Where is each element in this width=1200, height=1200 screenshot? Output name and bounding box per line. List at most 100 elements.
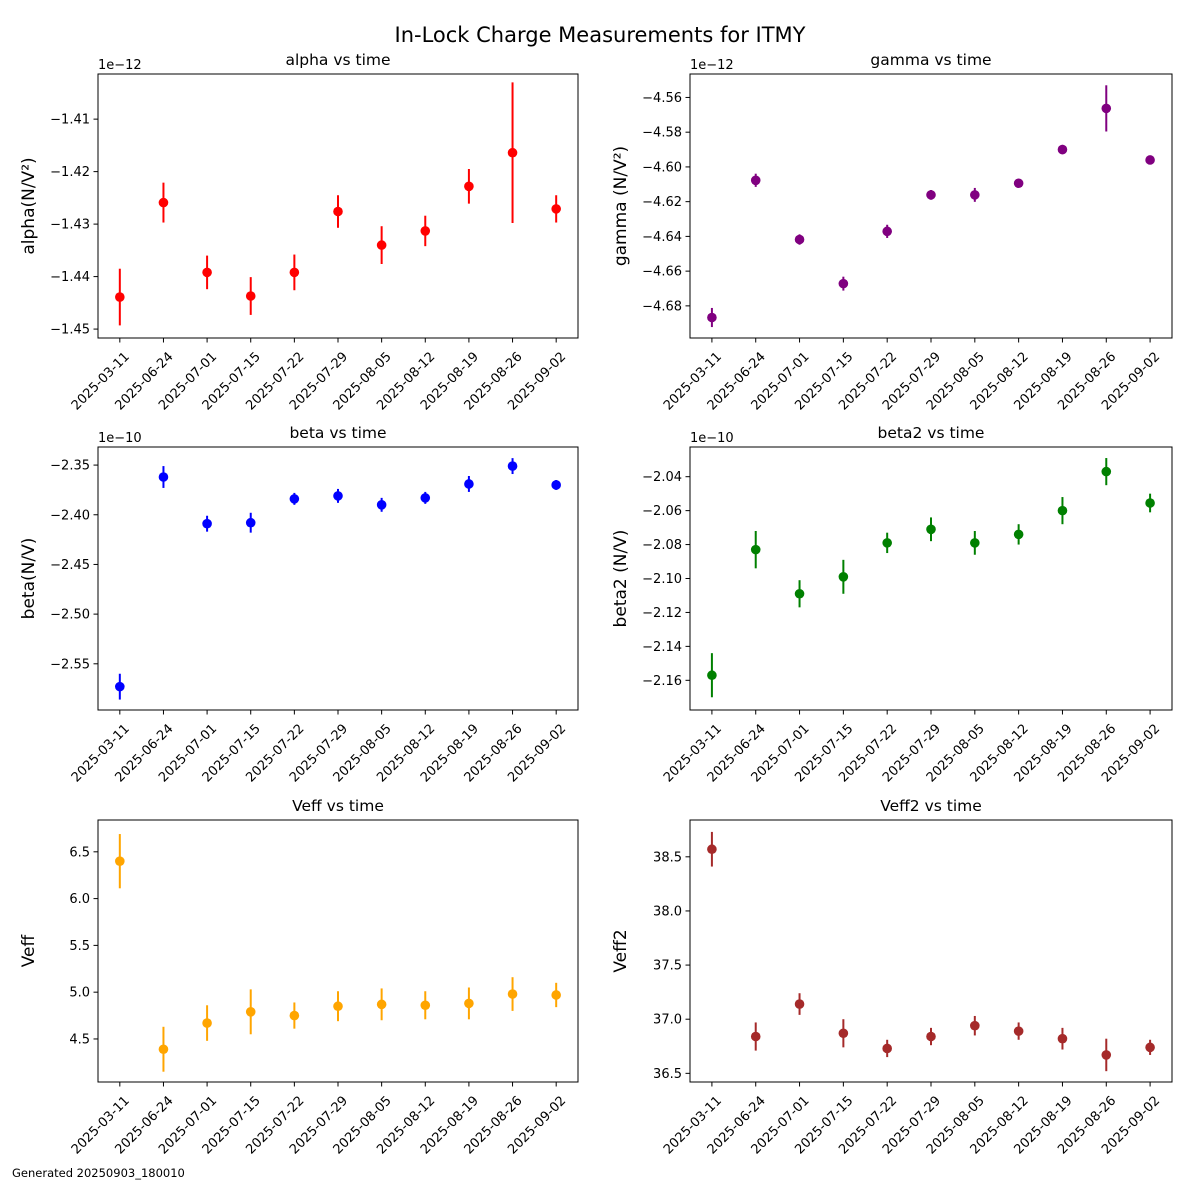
subplot-grid: alpha vs time 1e−12 alpha(N/V²) −1.45 −1.44 −… xyxy=(19,51,1173,1157)
data-point xyxy=(202,518,212,529)
y-tick-label: 38.5 xyxy=(653,850,682,865)
y-tick-label: −2.08 xyxy=(642,538,682,553)
data-point xyxy=(464,479,474,489)
generated-footer: Generated 20250903_180010 xyxy=(12,1166,185,1180)
data-point xyxy=(420,226,431,236)
subplot-3: beta vs time 1e−10 beta(N/V) −2.55 −2.50 −2.4… xyxy=(19,424,579,785)
y-axis-label: beta(N/V) xyxy=(19,538,39,620)
data-point xyxy=(464,998,474,1009)
y-axis-label: Veff2 xyxy=(611,929,631,972)
data-point xyxy=(333,1001,343,1012)
data-point xyxy=(333,206,343,217)
y-tick-label: 5.5 xyxy=(69,939,90,954)
data-point xyxy=(507,147,518,158)
data-point xyxy=(420,493,431,503)
y-tick-label: −4.56 xyxy=(642,91,682,106)
y-tick-label: 5.0 xyxy=(69,986,90,1001)
y-tick-label: −4.58 xyxy=(642,126,682,141)
data-point xyxy=(1057,1033,1068,1044)
y-tick-label: 4.5 xyxy=(69,1032,90,1047)
data-point xyxy=(838,1028,849,1039)
data-point xyxy=(376,240,387,250)
data-point xyxy=(245,291,256,301)
subplot-title: gamma vs time xyxy=(870,51,991,69)
y-tick-label: −4.66 xyxy=(642,265,682,280)
data-point xyxy=(750,1031,761,1042)
data-point xyxy=(838,572,849,582)
y-tick-label: −2.16 xyxy=(642,674,682,689)
y-tick-label: −2.10 xyxy=(642,572,682,587)
data-point xyxy=(794,999,805,1009)
y-tick-label: −2.45 xyxy=(50,558,90,573)
data-point xyxy=(333,491,343,501)
axes-frame xyxy=(97,73,579,339)
data-point xyxy=(1101,466,1112,477)
data-point xyxy=(202,267,212,278)
data-point xyxy=(289,494,300,504)
data-point xyxy=(158,472,169,482)
data-point xyxy=(1057,144,1068,155)
data-point xyxy=(158,197,169,208)
y-axis-label: beta2 (N/V) xyxy=(611,530,631,628)
axes-frame xyxy=(689,446,1173,711)
subplot-title: Veff2 vs time xyxy=(880,797,982,815)
figure-title: In-Lock Charge Measurements for ITMY xyxy=(395,23,806,47)
y-tick-label: −2.50 xyxy=(50,608,90,623)
subplot-6: Veff2 vs timeVeff236.537.037.538.038.520… xyxy=(611,797,1173,1157)
data-point xyxy=(115,292,125,302)
axes-frame xyxy=(689,819,1173,1083)
data-point xyxy=(289,1010,300,1021)
y-tick-label: −2.14 xyxy=(642,640,682,655)
data-point xyxy=(289,267,300,278)
y-tick-label: 38.0 xyxy=(653,904,682,919)
data-point xyxy=(420,1000,431,1011)
y-offset-label: 1e−10 xyxy=(690,431,734,446)
data-point xyxy=(245,1007,256,1017)
data-point xyxy=(750,175,761,186)
data-point xyxy=(202,1018,212,1028)
y-offset-label: 1e−10 xyxy=(98,431,142,446)
data-point xyxy=(376,999,387,1010)
y-axis-label: Veff xyxy=(19,933,39,967)
axes-frame xyxy=(97,819,579,1083)
data-point xyxy=(1145,155,1155,165)
data-point xyxy=(970,190,980,200)
data-point xyxy=(376,500,387,510)
y-offset-label: 1e−12 xyxy=(98,58,142,73)
data-point xyxy=(1013,1026,1024,1036)
y-tick-label: −4.64 xyxy=(642,230,682,245)
data-point xyxy=(926,190,936,200)
y-axis-label: alpha(N/V²) xyxy=(19,157,39,254)
subplot-title: Veff vs time xyxy=(292,797,384,815)
data-point xyxy=(551,990,561,1000)
y-tick-label: −2.55 xyxy=(50,657,90,672)
y-tick-label: −1.42 xyxy=(50,165,90,180)
data-point xyxy=(1145,1042,1155,1053)
data-point xyxy=(750,544,761,555)
data-point xyxy=(115,856,125,866)
subplot-title: beta vs time xyxy=(289,424,386,442)
data-point xyxy=(1145,498,1155,508)
y-tick-label: −2.40 xyxy=(50,508,90,523)
data-point xyxy=(794,234,805,245)
y-axis-label: gamma (N/V²) xyxy=(611,146,631,266)
data-point xyxy=(1101,103,1112,114)
data-point xyxy=(115,681,125,692)
data-point xyxy=(882,1043,892,1054)
subplot-title: alpha vs time xyxy=(285,51,390,69)
data-point xyxy=(970,1020,980,1031)
data-point xyxy=(245,517,256,528)
y-tick-label: −4.68 xyxy=(642,299,682,314)
data-point xyxy=(882,226,892,237)
data-point xyxy=(838,278,849,289)
y-tick-label: −1.45 xyxy=(50,323,90,338)
data-point xyxy=(707,670,717,681)
axes-frame xyxy=(97,446,579,711)
y-tick-label: 6.0 xyxy=(69,892,90,907)
y-tick-label: −1.41 xyxy=(50,113,90,128)
y-tick-label: −2.04 xyxy=(642,470,682,485)
y-offset-label: 1e−12 xyxy=(690,58,734,73)
y-tick-label: 36.5 xyxy=(653,1067,682,1082)
data-point xyxy=(507,989,518,999)
